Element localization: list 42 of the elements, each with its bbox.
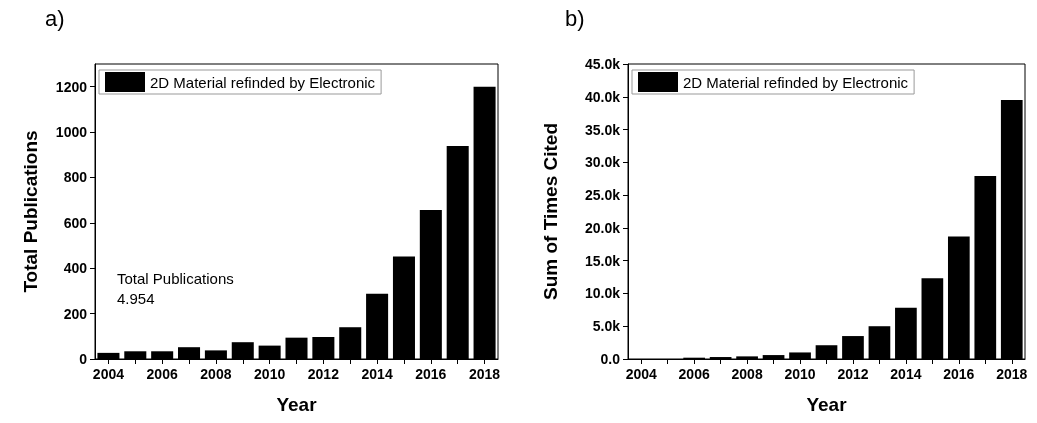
- x-tick-label: 2012: [837, 366, 869, 382]
- y-tick-label: 25.0k: [584, 187, 621, 204]
- x-tick-label: 2010: [784, 366, 816, 382]
- x-tick-label: 2008: [731, 366, 763, 382]
- x-tick-label: 2008: [200, 366, 232, 382]
- y-tick-label: 400: [63, 260, 88, 277]
- y-tick-label: 20.0k: [584, 219, 621, 236]
- x-tick-label: 2016: [943, 366, 975, 382]
- y-tick-label: 45.0k: [584, 56, 621, 72]
- y-tick-label: 1000: [55, 124, 88, 141]
- x-axis-title: Year: [276, 394, 318, 415]
- y-tick-label: 35.0k: [584, 121, 621, 138]
- y-tick-label: 10.0k: [584, 285, 621, 302]
- y-tick-label: 30.0k: [584, 154, 621, 171]
- chart-title: b): [565, 5, 585, 31]
- x-tick-label: 2004: [92, 366, 125, 382]
- annotation: Total Publications 4.954: [117, 269, 234, 307]
- y-tick-label: 5.0k: [592, 318, 621, 335]
- x-tick-label: 2006: [678, 366, 710, 382]
- y-tick-label: 15.0k: [584, 252, 621, 269]
- legend-label: 2D Material refinded by Electronic: [150, 73, 376, 91]
- y-tick-label: 600: [63, 214, 88, 231]
- x-tick-label: 2012: [307, 366, 340, 382]
- y-tick-label: 800: [63, 169, 88, 186]
- x-tick-label: 2014: [361, 366, 393, 382]
- y-tick-label: 1200: [55, 78, 88, 95]
- y-tick-label: 200: [63, 305, 88, 322]
- x-tick-label: 2004: [625, 366, 658, 382]
- legend-label: 2D Material refinded by Electronic: [683, 73, 909, 91]
- x-tick-label: 2016: [415, 366, 447, 382]
- x-tick-label: 2010: [254, 366, 286, 382]
- x-tick-label: 2018: [996, 366, 1028, 382]
- y-axis-title: Sum of Times Cited: [540, 122, 561, 301]
- y-tick-label: 0.0: [600, 351, 621, 367]
- x-tick-label: 2006: [146, 366, 178, 382]
- x-tick-label: 2014: [890, 366, 922, 382]
- y-tick-label: 40.0k: [584, 88, 621, 105]
- x-axis-title: Year: [806, 394, 848, 415]
- chart-title: a): [45, 5, 65, 31]
- y-tick-label: 0: [79, 351, 88, 367]
- x-tick-label: 2018: [468, 366, 501, 382]
- y-axis-title: Total Publications: [20, 130, 41, 293]
